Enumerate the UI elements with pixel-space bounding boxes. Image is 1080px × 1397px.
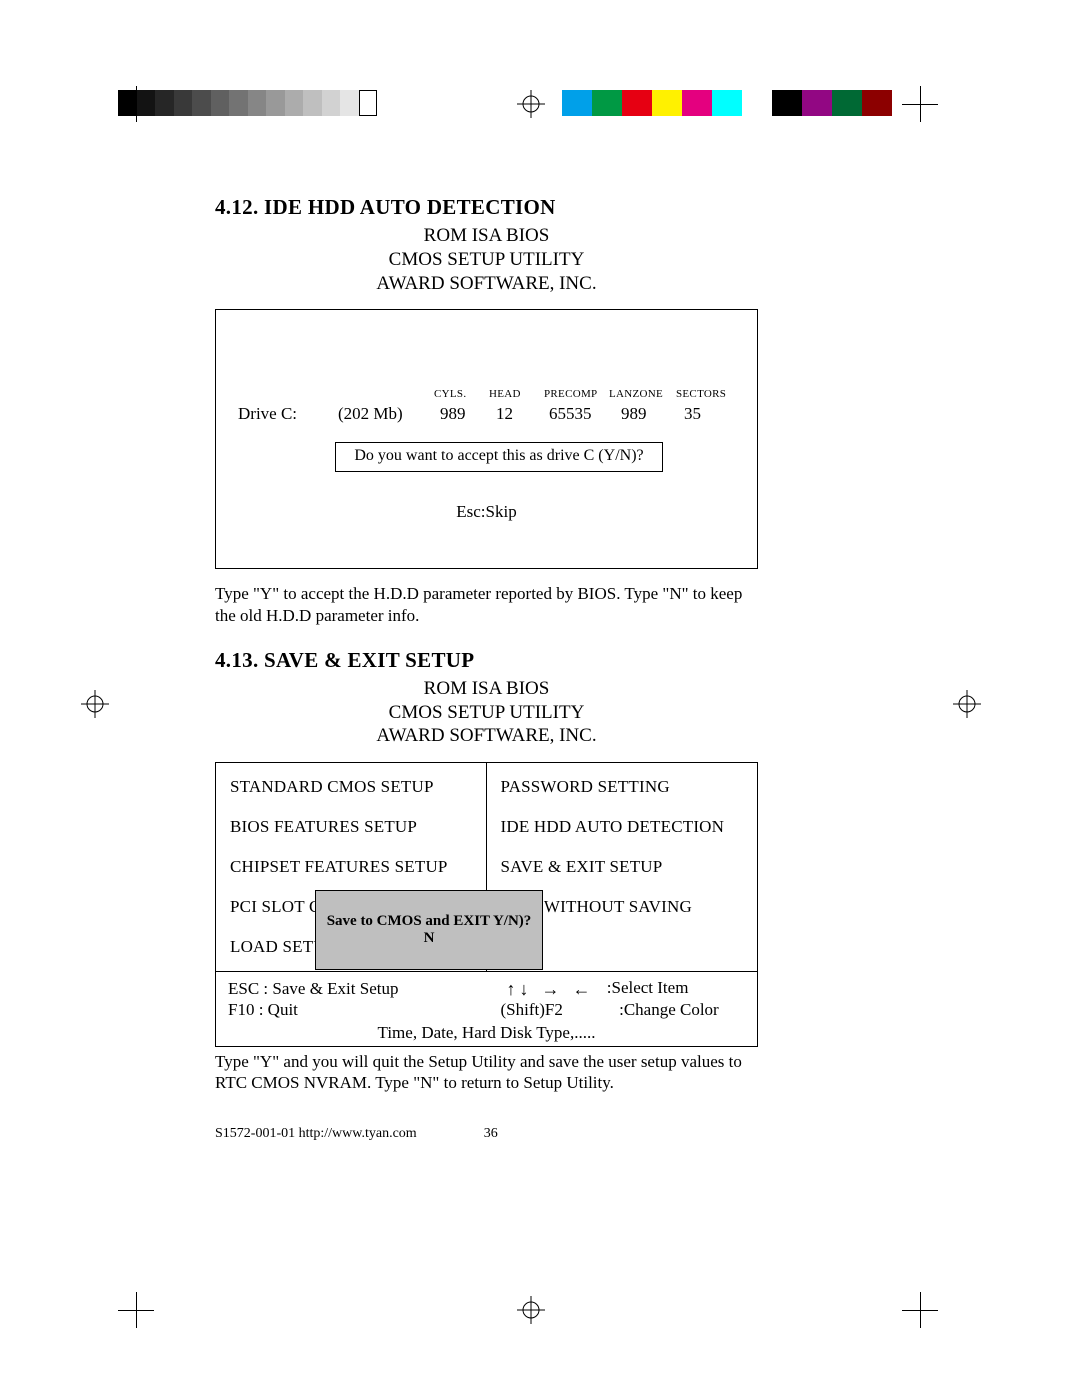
key-hint: F10 : Quit <box>228 999 487 1020</box>
swatch <box>862 90 892 116</box>
col-header: SECTORS <box>676 388 726 400</box>
sub-line: AWARD SOFTWARE, INC. <box>376 273 596 294</box>
swatch <box>229 90 248 116</box>
menu-item[interactable]: IDE HDD AUTO DETECTION <box>501 817 748 837</box>
accept-prompt: Do you want to accept this as drive C (Y… <box>335 442 663 472</box>
content: 4.12. IDE HDD AUTO DETECTION ROM ISA BIO… <box>215 195 758 1142</box>
cell: 65535 <box>549 404 592 424</box>
page: 4.12. IDE HDD AUTO DETECTION ROM ISA BIO… <box>0 0 1080 1397</box>
col-header: CYLS. <box>434 388 466 400</box>
cell: 12 <box>496 404 513 424</box>
esc-skip-label: Esc:Skip <box>216 502 757 522</box>
sub-line: CMOS SETUP UTILITY <box>389 249 585 270</box>
menu-item[interactable]: SAVE & EXIT SETUP <box>501 857 748 877</box>
swatch <box>303 90 322 116</box>
swatch <box>832 90 862 116</box>
menu-item[interactable]: BIOS FEATURES SETUP <box>230 817 476 837</box>
hdd-detection-box: CYLS. HEAD PRECOMP LANZONE SECTORS Drive… <box>215 309 758 569</box>
calibration-stripes <box>0 90 1080 116</box>
key-hint: :Select Item <box>607 978 689 997</box>
registration-mark-icon <box>81 690 109 718</box>
swatch <box>118 90 137 116</box>
swatch <box>742 90 772 116</box>
menu-item[interactable]: PASSWORD SETTING <box>501 777 748 797</box>
key-hint: :Change Color <box>619 1000 719 1019</box>
swatch <box>248 90 267 116</box>
registration-mark-icon <box>953 690 981 718</box>
menu-bottom-bar: ESC : Save & Exit Setup F10 : Quit ↑↓ → … <box>215 971 758 1047</box>
crop-mark <box>920 1292 921 1328</box>
swatch <box>174 90 193 116</box>
arrow-keys-icon: ↑↓ → ← <box>507 979 595 1000</box>
page-number: 36 <box>484 1126 498 1141</box>
col-header: PRECOMP <box>544 388 597 400</box>
registration-mark-icon <box>517 1296 545 1324</box>
swatch <box>652 90 682 116</box>
drive-label: Drive C: <box>238 404 297 424</box>
swatch <box>211 90 230 116</box>
page-footer: S1572-001-01 http://www.tyan.com 36 <box>215 1126 758 1142</box>
menu-footer-hint: Time, Date, Hard Disk Type,..... <box>216 1023 757 1043</box>
col-header: HEAD <box>489 388 521 400</box>
section-title: 4.13. SAVE & EXIT SETUP <box>215 648 758 673</box>
swatch <box>322 90 341 116</box>
setup-menu-box: STANDARD CMOS SETUP BIOS FEATURES SETUP … <box>215 762 758 1047</box>
swatch <box>682 90 712 116</box>
key-hint: (Shift)F2 <box>501 1000 563 1019</box>
swatch <box>155 90 174 116</box>
cell: 989 <box>440 404 466 424</box>
swatch <box>137 90 156 116</box>
key-hint: ESC : Save & Exit Setup <box>228 978 487 999</box>
bios-subheader: ROM ISA BIOS CMOS SETUP UTILITY AWARD SO… <box>215 224 758 295</box>
swatch <box>772 90 802 116</box>
sub-line: ROM ISA BIOS <box>424 678 550 699</box>
swatch <box>592 90 622 116</box>
save-exit-dialog[interactable]: Save to CMOS and EXIT Y/N)? N <box>315 890 543 970</box>
section-title: 4.12. IDE HDD AUTO DETECTION <box>215 195 758 220</box>
sub-line: ROM ISA BIOS <box>424 225 550 246</box>
swatch <box>285 90 304 116</box>
cell: 989 <box>621 404 647 424</box>
footer-text: S1572-001-01 http://www.tyan.com <box>215 1126 417 1141</box>
swatch <box>802 90 832 116</box>
menu-item[interactable]: CHIPSET FEATURES SETUP <box>230 857 476 877</box>
swatch <box>359 90 378 116</box>
col-header: LANZONE <box>609 388 663 400</box>
menu-item[interactable]: STANDARD CMOS SETUP <box>230 777 476 797</box>
paragraph: Type "Y" to accept the H.D.D parameter r… <box>215 583 758 626</box>
swatch <box>622 90 652 116</box>
bios-subheader: ROM ISA BIOS CMOS SETUP UTILITY AWARD SO… <box>215 677 758 748</box>
crop-mark <box>136 1292 137 1328</box>
drive-size: (202 Mb) <box>338 404 403 424</box>
swatch <box>340 90 359 116</box>
cell: 35 <box>684 404 701 424</box>
swatch <box>562 90 592 116</box>
sub-line: AWARD SOFTWARE, INC. <box>376 725 596 746</box>
swatch <box>712 90 742 116</box>
sub-line: CMOS SETUP UTILITY <box>389 702 585 723</box>
swatch <box>266 90 285 116</box>
paragraph: Type "Y" and you will quit the Setup Uti… <box>215 1051 758 1094</box>
swatch <box>192 90 211 116</box>
